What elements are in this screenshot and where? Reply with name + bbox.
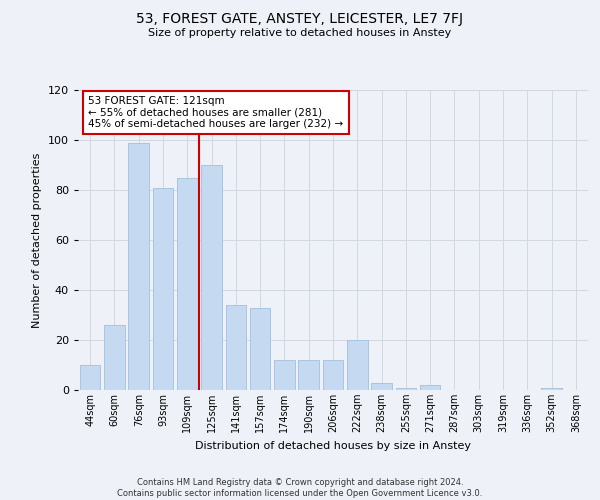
Bar: [274, 360, 295, 390]
Bar: [104, 325, 125, 390]
X-axis label: Distribution of detached houses by size in Anstey: Distribution of detached houses by size …: [195, 440, 471, 450]
Bar: [323, 360, 343, 390]
Bar: [250, 308, 271, 390]
Y-axis label: Number of detached properties: Number of detached properties: [32, 152, 42, 328]
Bar: [541, 388, 562, 390]
Bar: [201, 165, 222, 390]
Bar: [347, 340, 368, 390]
Bar: [371, 382, 392, 390]
Bar: [226, 305, 246, 390]
Bar: [395, 388, 416, 390]
Bar: [80, 365, 100, 390]
Bar: [128, 142, 149, 390]
Text: Size of property relative to detached houses in Anstey: Size of property relative to detached ho…: [148, 28, 452, 38]
Bar: [298, 360, 319, 390]
Text: 53, FOREST GATE, ANSTEY, LEICESTER, LE7 7FJ: 53, FOREST GATE, ANSTEY, LEICESTER, LE7 …: [137, 12, 464, 26]
Text: Contains HM Land Registry data © Crown copyright and database right 2024.
Contai: Contains HM Land Registry data © Crown c…: [118, 478, 482, 498]
Bar: [177, 178, 197, 390]
Bar: [420, 385, 440, 390]
Bar: [152, 188, 173, 390]
Text: 53 FOREST GATE: 121sqm
← 55% of detached houses are smaller (281)
45% of semi-de: 53 FOREST GATE: 121sqm ← 55% of detached…: [88, 96, 343, 129]
